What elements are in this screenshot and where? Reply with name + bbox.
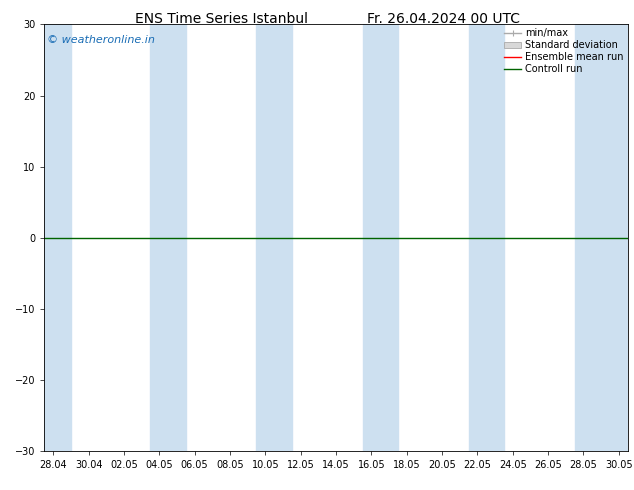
Bar	[363, 24, 398, 451]
Text: Fr. 26.04.2024 00 UTC: Fr. 26.04.2024 00 UTC	[367, 12, 521, 26]
Bar	[574, 24, 628, 451]
Bar	[257, 24, 292, 451]
Bar	[469, 24, 504, 451]
Bar	[44, 24, 71, 451]
Text: © weatheronline.in: © weatheronline.in	[48, 35, 155, 45]
Legend: min/max, Standard deviation, Ensemble mean run, Controll run: min/max, Standard deviation, Ensemble me…	[502, 26, 626, 76]
Bar	[150, 24, 186, 451]
Text: ENS Time Series Istanbul: ENS Time Series Istanbul	[136, 12, 308, 26]
